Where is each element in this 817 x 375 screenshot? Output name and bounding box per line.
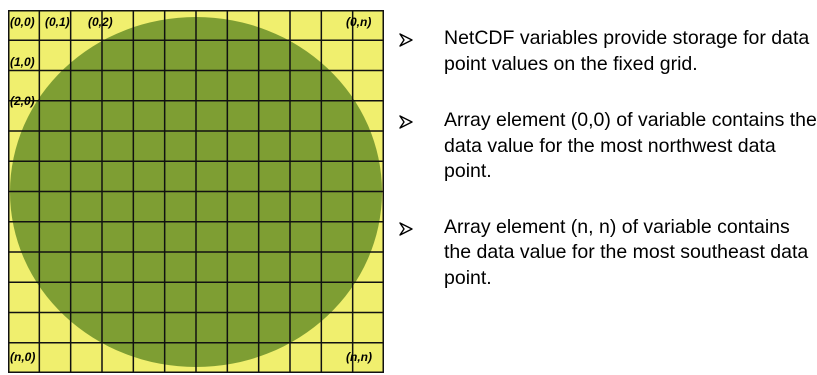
bullet-text: NetCDF variables provide storage for dat… [444, 27, 810, 75]
label-n-n: (n,n) [346, 350, 372, 364]
label-n-0: (n,0) [10, 350, 35, 364]
arrow-bullet-icon [399, 33, 413, 47]
grid-figure: (0,0) (0,1) (0,2) (0,n) (1,0) (2,0) (n,0… [8, 10, 384, 373]
bullet-item: Array element (n, n) of variable contain… [398, 215, 817, 292]
bullet-item: Array element (0,0) of variable contains… [398, 108, 817, 185]
label-2-0: (2,0) [10, 94, 35, 108]
grid-diagram: (0,0) (0,1) (0,2) (0,n) (1,0) (2,0) (n,0… [8, 10, 384, 373]
arrow-bullet-icon [399, 221, 413, 236]
label-0-n: (0,n) [346, 15, 371, 29]
bullet-text: Array element (0,0) of variable contains… [444, 109, 817, 182]
label-0-0: (0,0) [10, 15, 35, 29]
label-1-0: (1,0) [10, 55, 35, 69]
bullet-text: Array element (n, n) of variable contain… [444, 215, 809, 289]
label-0-2: (0,2) [88, 15, 113, 29]
bullet-item: NetCDF variables provide storage for dat… [398, 26, 817, 77]
arrow-bullet-icon [399, 115, 413, 129]
grid-lines [8, 10, 384, 373]
bullet-list: NetCDF variables provide storage for dat… [398, 26, 817, 322]
label-0-1: (0,1) [45, 15, 70, 29]
